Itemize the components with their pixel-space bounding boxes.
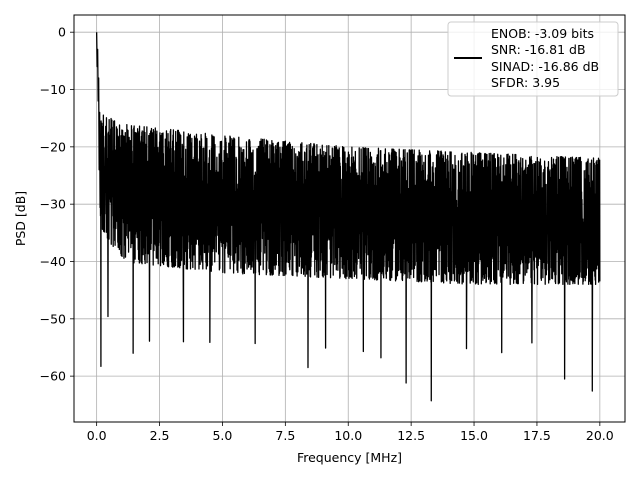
x-tick-label: 0.0 [87, 428, 107, 443]
x-axis-label: Frequency [MHz] [297, 450, 402, 465]
x-tick-label: 2.5 [150, 428, 170, 443]
legend-entry-snr: SNR: -16.81 dB [491, 42, 586, 57]
y-axis-label: PSD [dB] [13, 191, 28, 246]
y-tick-label: −50 [40, 311, 66, 326]
y-tick-label: 0 [58, 25, 66, 40]
legend-entry-enob: ENOB: -3.09 bits [491, 26, 594, 41]
y-axis-ticks: 0 −10 −20 −30 −40 −50 −60 [40, 25, 74, 384]
y-tick-label: −20 [40, 139, 66, 154]
legend: ENOB: -3.09 bits SNR: -16.81 dB SINAD: -… [447, 21, 619, 97]
plot-area [95, 32, 601, 402]
x-tick-label: 10.0 [334, 428, 362, 443]
y-tick-label: −10 [40, 82, 66, 97]
x-tick-label: 12.5 [397, 428, 425, 443]
psd-series-line [95, 32, 601, 402]
y-tick-label: −60 [40, 369, 66, 384]
legend-entry-sfdr: SFDR: 3.95 [491, 75, 560, 90]
x-tick-label: 5.0 [212, 428, 232, 443]
x-tick-label: 15.0 [460, 428, 488, 443]
x-tick-label: 17.5 [523, 428, 551, 443]
legend-entry-sinad: SINAD: -16.86 dB [491, 59, 599, 74]
y-tick-label: −30 [40, 197, 66, 212]
x-tick-label: 20.0 [586, 428, 614, 443]
legend-box [447, 21, 619, 97]
x-tick-label: 7.5 [275, 428, 295, 443]
x-axis-ticks: 0.0 2.5 5.0 7.5 10.0 12.5 15.0 17.5 20.0 [87, 422, 614, 443]
y-tick-label: −40 [40, 254, 66, 269]
plot-frame [73, 14, 626, 423]
